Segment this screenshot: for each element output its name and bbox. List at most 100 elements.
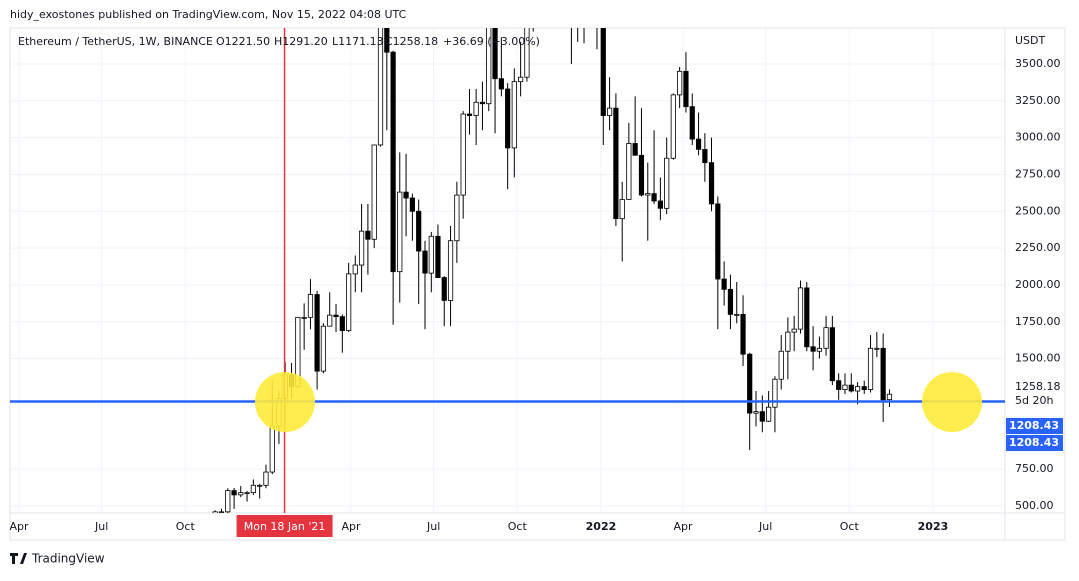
candle-body bbox=[225, 490, 231, 513]
candle-body bbox=[880, 347, 886, 401]
y-tick-label: 500.00 bbox=[1015, 499, 1054, 512]
x-tick-label: Jul bbox=[94, 520, 108, 533]
crosshair-label-bg bbox=[236, 515, 333, 537]
candle-body bbox=[816, 347, 823, 352]
candle-body bbox=[498, 78, 504, 90]
legend-high: H1291.20 bbox=[274, 35, 328, 48]
highlight-circle bbox=[255, 372, 315, 432]
candle-body bbox=[263, 471, 269, 486]
price-axis-unit: USDT bbox=[1015, 34, 1046, 47]
hline-price-label: 1208.43 bbox=[1009, 436, 1059, 449]
y-tick-label: 2500.00 bbox=[1015, 204, 1061, 217]
x-tick-label: Oct bbox=[176, 520, 196, 533]
candle-body bbox=[600, 28, 606, 116]
hline-price-label: 1208.43 bbox=[1009, 419, 1059, 432]
candle-body bbox=[626, 143, 632, 200]
candle-body bbox=[492, 28, 498, 80]
candle-body bbox=[250, 484, 256, 494]
candle-body bbox=[823, 327, 829, 349]
footer-logo: TradingView bbox=[10, 552, 105, 566]
candle-body bbox=[422, 250, 428, 274]
candle-body bbox=[702, 148, 708, 164]
candle-body bbox=[231, 490, 237, 496]
x-tick-label: Oct bbox=[840, 520, 860, 533]
candle-body bbox=[695, 138, 702, 150]
y-tick-label: 2750.00 bbox=[1015, 167, 1061, 180]
candle-body bbox=[657, 200, 663, 209]
candle-body bbox=[740, 314, 746, 355]
logo-icon bbox=[10, 553, 27, 564]
candle-body bbox=[766, 406, 772, 422]
footer-text: TradingView bbox=[31, 552, 105, 566]
candle-body bbox=[708, 162, 715, 205]
candle-body bbox=[314, 294, 320, 372]
candle-body bbox=[511, 81, 517, 149]
candle-body bbox=[747, 353, 753, 414]
x-tick-label: Apr bbox=[9, 520, 29, 533]
candle-body bbox=[269, 425, 275, 473]
x-tick-label: Oct bbox=[508, 520, 528, 533]
y-tick-label: 1500.00 bbox=[1015, 352, 1061, 365]
candle-body bbox=[301, 316, 307, 319]
x-tick-label: Apr bbox=[341, 520, 361, 533]
candle-body bbox=[778, 350, 784, 380]
candle-body bbox=[791, 328, 797, 333]
hline-price-bg bbox=[1006, 435, 1063, 451]
candle-body bbox=[664, 157, 670, 209]
candle-body bbox=[842, 384, 848, 390]
candle-body bbox=[759, 411, 765, 422]
y-tick-label: 2000.00 bbox=[1015, 278, 1061, 291]
candle-body bbox=[473, 101, 479, 116]
candle-body bbox=[518, 76, 524, 83]
candle-body bbox=[715, 203, 721, 280]
candle-body bbox=[848, 384, 854, 392]
candle-body bbox=[447, 240, 454, 301]
candle-body bbox=[613, 107, 619, 220]
candle-body bbox=[854, 386, 861, 392]
candle-body bbox=[435, 235, 441, 278]
candle-body bbox=[466, 113, 473, 116]
candle-body bbox=[479, 101, 486, 105]
candle-body bbox=[861, 386, 867, 390]
candles bbox=[212, 0, 893, 513]
candle-body bbox=[346, 273, 352, 332]
y-tick-label: 3500.00 bbox=[1015, 57, 1061, 70]
candle-body bbox=[753, 411, 759, 414]
x-tick-label: Jul bbox=[758, 520, 772, 533]
candle-body bbox=[683, 70, 689, 108]
candle-body bbox=[428, 235, 434, 274]
legend-close: C1258.18 bbox=[385, 35, 438, 48]
candle-body bbox=[486, 28, 492, 105]
highlight-circle bbox=[922, 372, 982, 432]
candle-body bbox=[651, 193, 657, 202]
candle-body bbox=[638, 154, 645, 196]
y-tick-label: 3000.00 bbox=[1015, 131, 1061, 144]
x-tick-label: Jul bbox=[426, 520, 440, 533]
candle-body bbox=[734, 314, 740, 316]
chart-frame bbox=[9, 27, 1066, 541]
candle-body bbox=[874, 347, 880, 350]
candle-body bbox=[416, 210, 422, 252]
legend-open: O1221.50 bbox=[216, 35, 270, 48]
candle-body bbox=[320, 325, 327, 372]
candle-body bbox=[645, 193, 651, 196]
candle-body bbox=[307, 294, 314, 318]
candle-body bbox=[804, 287, 810, 348]
legend-low: L1171.13 bbox=[332, 35, 384, 48]
candle-body bbox=[377, 28, 384, 146]
candle-body bbox=[397, 191, 403, 273]
candle-body bbox=[460, 113, 466, 196]
countdown-label: 5d 20h bbox=[1015, 394, 1053, 407]
candle-body bbox=[721, 278, 727, 290]
candle-body bbox=[238, 492, 244, 496]
legend: Ethereum / TetherUS, 1W, BINANCE O1221.5… bbox=[18, 35, 540, 48]
candle-body bbox=[582, 0, 586, 23]
candle-body bbox=[409, 197, 415, 212]
candle-body bbox=[403, 191, 409, 199]
y-tick-label: 750.00 bbox=[1015, 462, 1054, 475]
candle-body bbox=[595, 0, 599, 26]
candle-body bbox=[212, 511, 218, 513]
legend-change: +36.69 (+3.00%) bbox=[443, 35, 540, 48]
candle-body bbox=[358, 230, 365, 266]
